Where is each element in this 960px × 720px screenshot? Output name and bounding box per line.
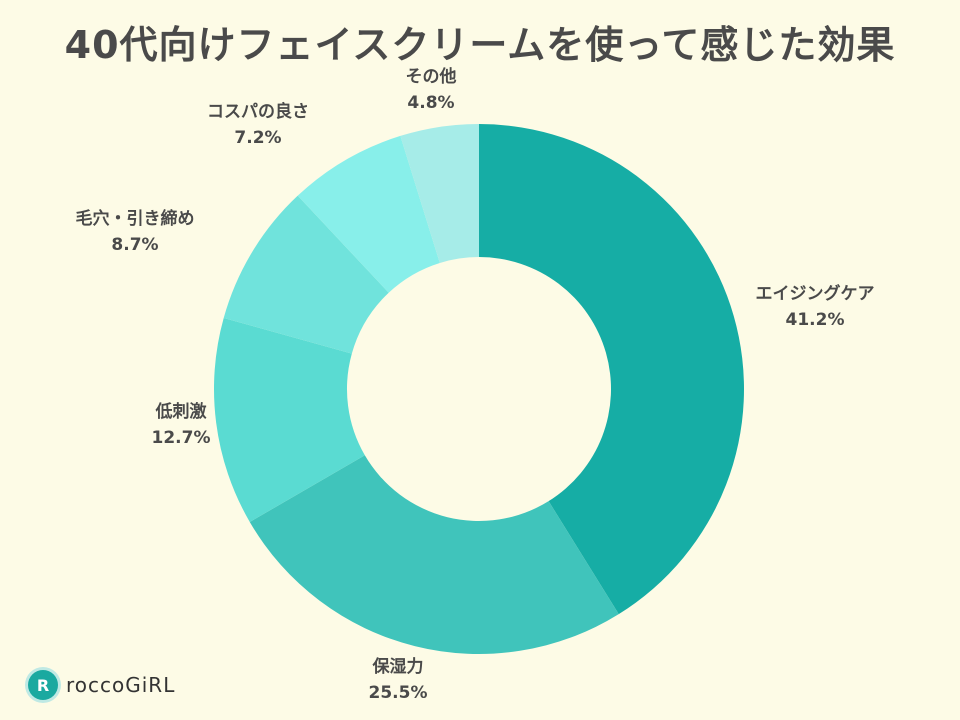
slice-label: 低刺激 12.7% bbox=[152, 399, 211, 451]
slice-5 bbox=[400, 124, 479, 263]
slice-1 bbox=[249, 455, 619, 654]
slice-value: 8.7% bbox=[111, 235, 159, 255]
slice-label: コスパの良さ 7.2% bbox=[207, 99, 309, 151]
slice-label: 毛穴・引き締め 8.7% bbox=[76, 206, 195, 258]
slice-2 bbox=[214, 317, 365, 522]
chart-title: 40代向けフェイスクリームを使って感じた効果 bbox=[64, 23, 896, 67]
slice-label: その他 4.8% bbox=[406, 64, 457, 116]
logo-icon: R bbox=[28, 670, 58, 700]
slice-value: 25.5% bbox=[368, 683, 428, 703]
slice-category: エイジングケア bbox=[755, 284, 875, 304]
slice-value: 4.8% bbox=[407, 93, 455, 113]
logo-text: roccoGiRL bbox=[66, 673, 176, 697]
slice-value: 12.7% bbox=[151, 428, 211, 448]
slice-4 bbox=[297, 135, 440, 293]
slice-label: 保湿力 25.5% bbox=[369, 654, 428, 706]
slice-category: 毛穴・引き締め bbox=[75, 209, 195, 229]
slice-value: 41.2% bbox=[785, 310, 845, 330]
slice-category: その他 bbox=[405, 67, 457, 87]
slice-category: 保湿力 bbox=[372, 657, 424, 677]
slice-value: 7.2% bbox=[234, 128, 282, 148]
slice-0 bbox=[479, 124, 744, 615]
slice-label: エイジングケア 41.2% bbox=[756, 281, 875, 333]
slice-category: 低刺激 bbox=[155, 402, 207, 422]
slice-3 bbox=[223, 195, 389, 354]
brand-logo: R roccoGiRL bbox=[28, 670, 175, 700]
slice-category: コスパの良さ bbox=[207, 102, 309, 122]
